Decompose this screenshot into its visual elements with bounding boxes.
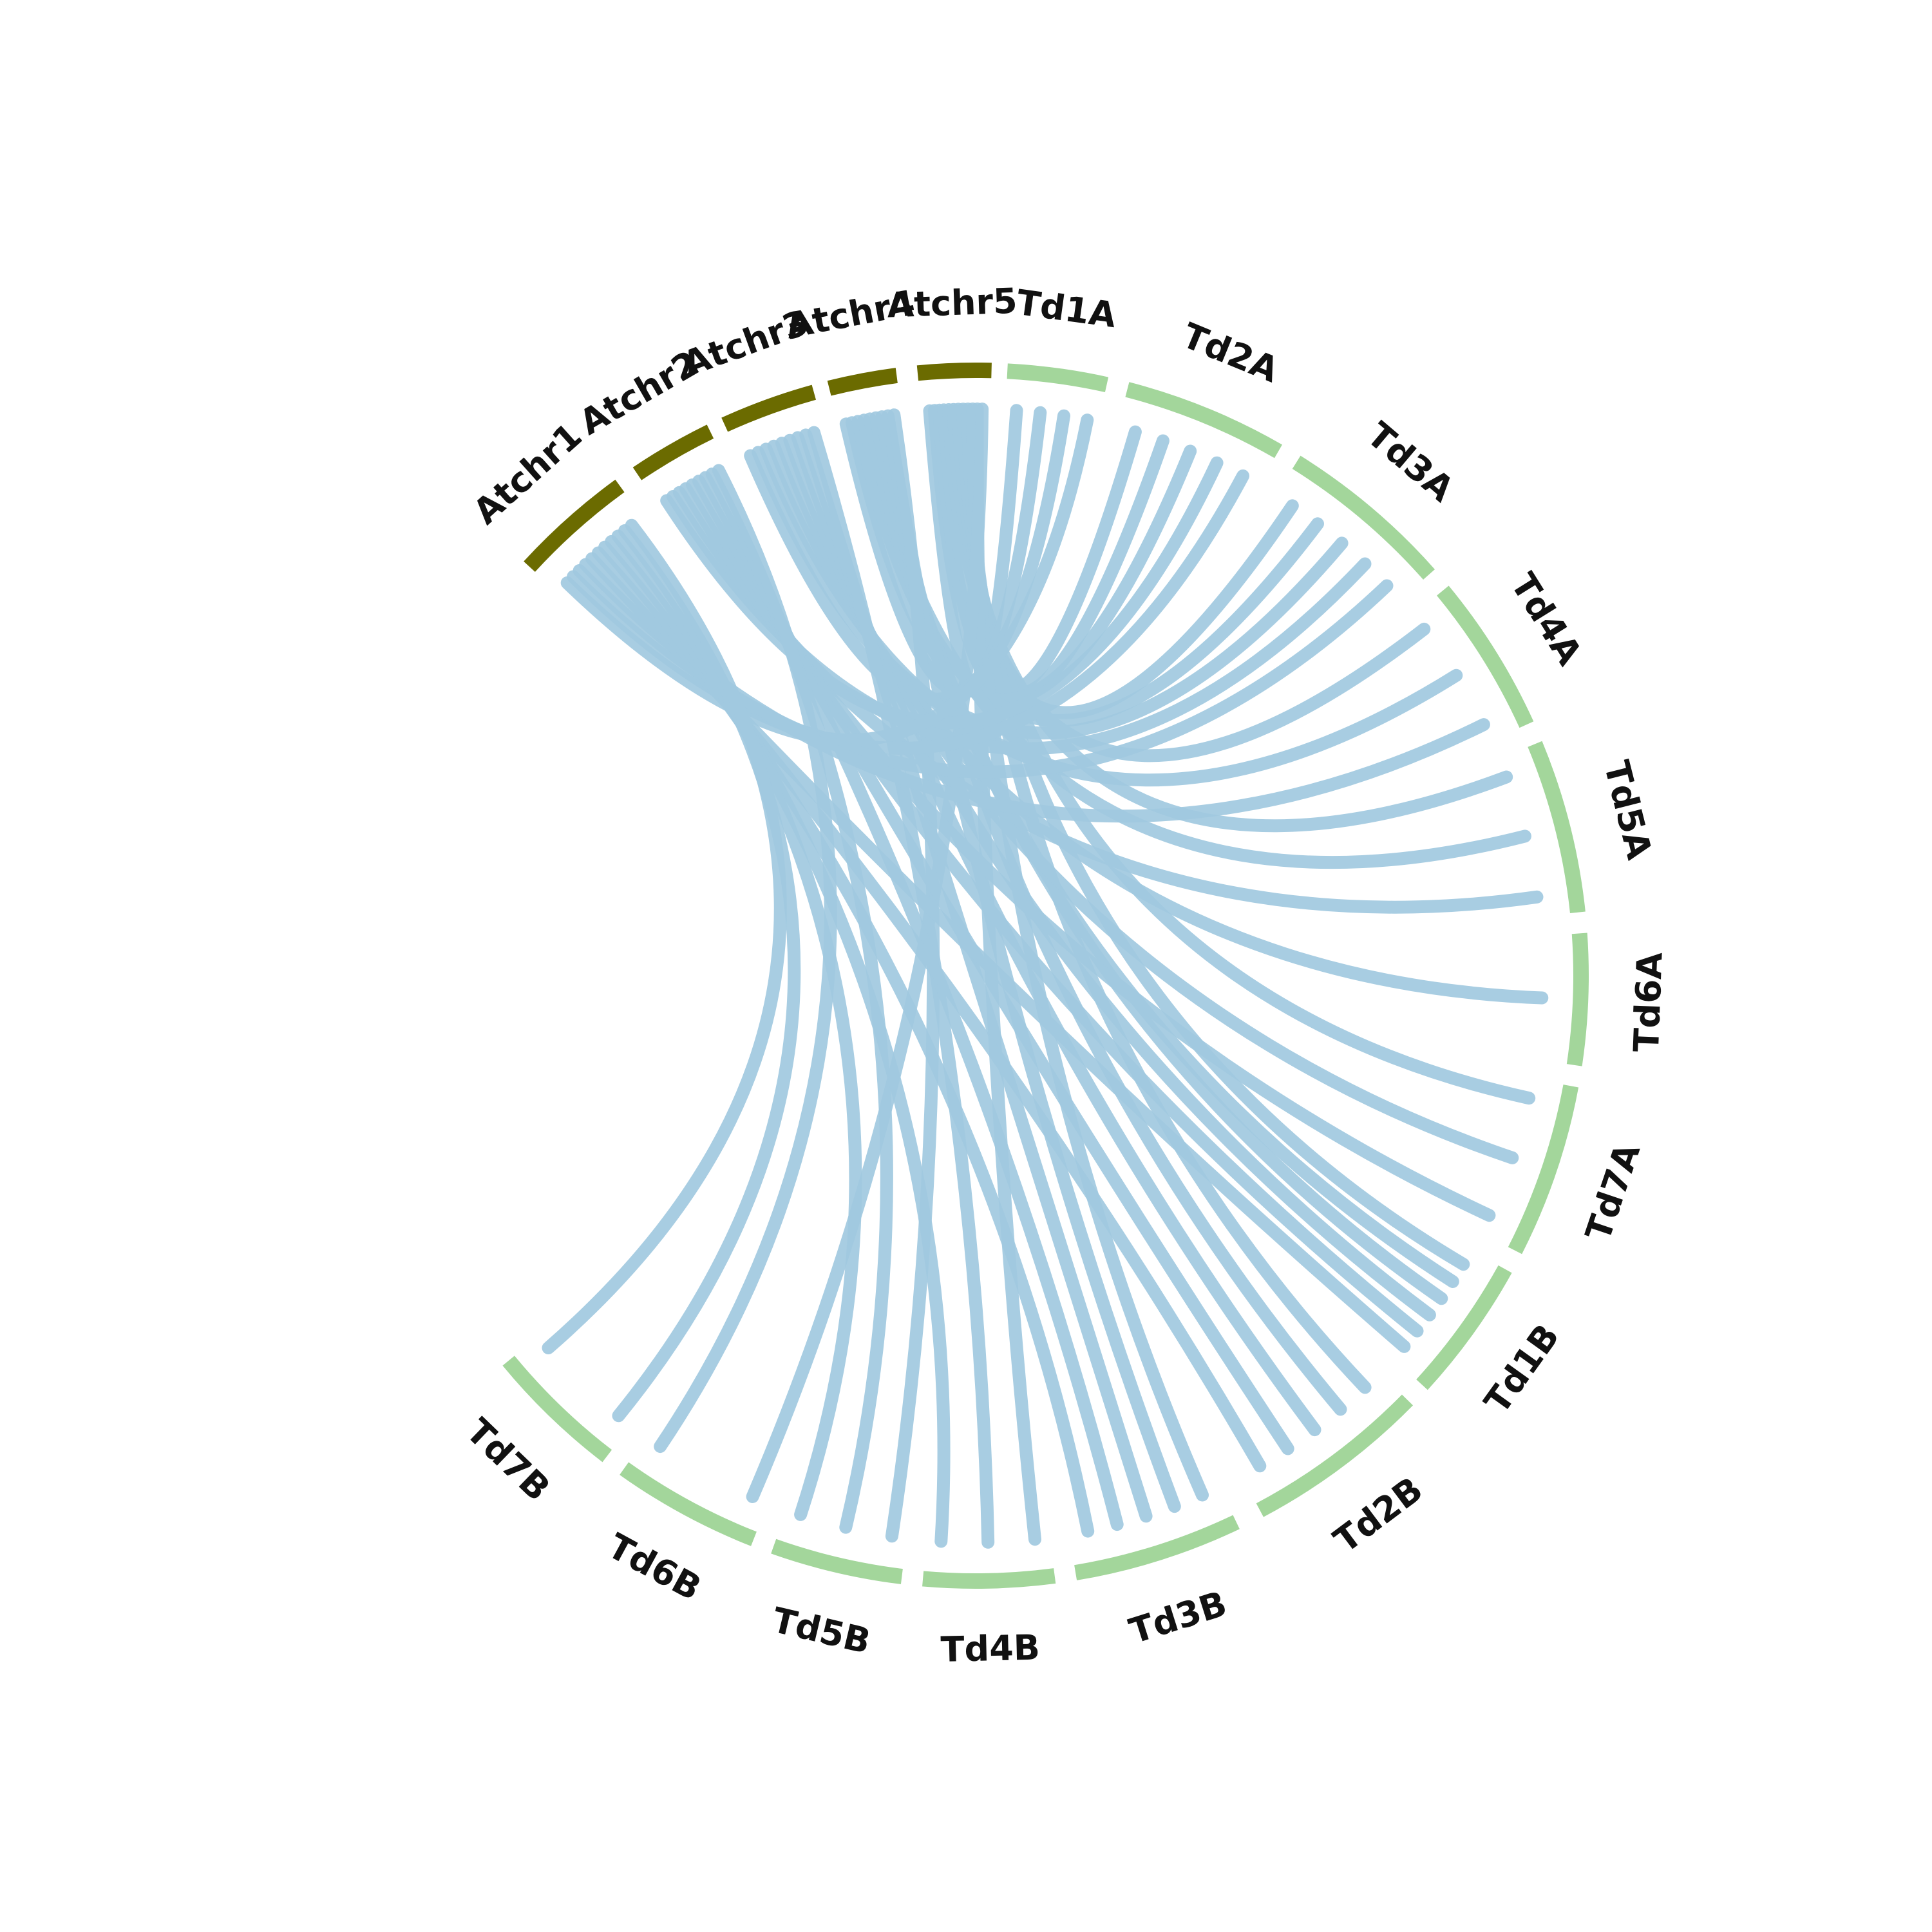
segment-arc-td7b (502, 1356, 612, 1463)
segment-label-td6a: Td6A (1626, 951, 1671, 1052)
links-layer (542, 402, 1549, 1549)
segment-label-td3a: Td3A (1359, 414, 1462, 509)
segment-label-td4a: Td4A (1502, 566, 1590, 672)
segment-arc-atchr4 (827, 368, 898, 396)
segment-arc-td6a (1566, 933, 1589, 1066)
segment-label-td7a: Td7A (1578, 1138, 1648, 1245)
segment-label-atchr1: Atchr1 (466, 415, 590, 533)
segment-label-td6b: Td6B (601, 1526, 708, 1609)
segment-arc-td6b (620, 1462, 757, 1546)
segment-arc-td5b (771, 1539, 903, 1584)
segments-layer (502, 362, 1589, 1589)
segment-arc-td1b (1416, 1265, 1512, 1390)
segment-label-td7b: Td7B (459, 1410, 558, 1508)
segment-arc-atchr1 (524, 479, 625, 573)
segment-arc-td3b (1074, 1515, 1240, 1580)
segment-label-td1a: Td1A (1014, 282, 1119, 336)
segment-arc-td4b (922, 1568, 1056, 1589)
segment-arc-td4a (1437, 585, 1534, 728)
segment-arc-atchr2 (632, 424, 714, 480)
segment-arc-td2a (1125, 382, 1282, 459)
link-atchr5-td6b-11 (746, 402, 989, 1503)
segment-arc-atchr3 (721, 384, 817, 432)
segment-label-td2a: Td2A (1177, 315, 1284, 390)
segment-label-td5b: Td5B (768, 1600, 875, 1662)
segment-arc-td1a (1007, 363, 1109, 393)
segment-arc-td5a (1528, 741, 1586, 913)
segment-label-td3b: Td3B (1124, 1583, 1231, 1651)
segment-label-td1b: Td1B (1477, 1316, 1567, 1421)
segment-label-td4b: Td4B (940, 1627, 1041, 1670)
link-atchr1-td7b-49 (542, 518, 787, 1354)
segment-arc-td2b (1256, 1394, 1414, 1517)
link-atchr1-td1a-39 (560, 413, 1094, 746)
segment-label-td2b: Td2B (1327, 1469, 1430, 1561)
segment-label-td5a: Td5A (1596, 757, 1660, 864)
segment-arc-td7a (1508, 1084, 1579, 1255)
segment-label-atchr5: Atchr5 (886, 281, 1018, 326)
segment-arc-atchr5 (916, 362, 992, 381)
segment-arc-td3a (1292, 455, 1435, 580)
link-atchr1-td7b-48 (612, 524, 801, 1423)
